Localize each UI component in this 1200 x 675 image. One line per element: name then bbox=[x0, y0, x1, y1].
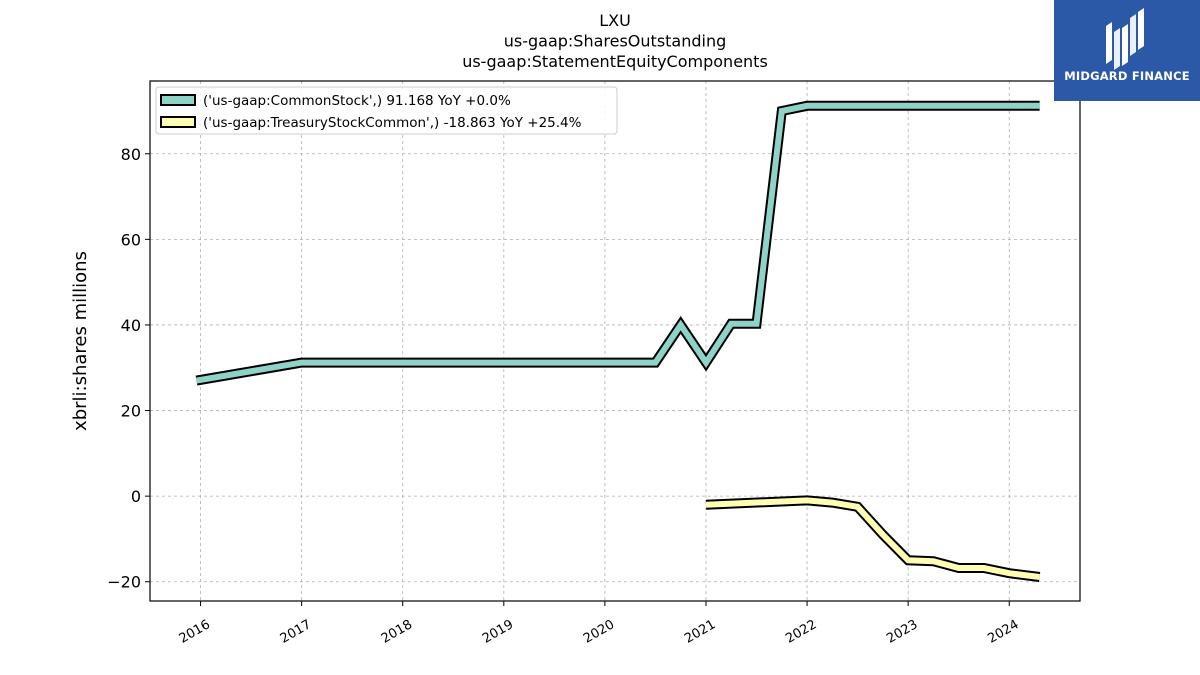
y-axis-ticks: −20 0 20 40 60 80 bbox=[107, 145, 150, 592]
series-line bbox=[195, 102, 1040, 384]
x-axis-ticks: 2016 2017 2018 2019 2020 2021 2022 2023 2024 bbox=[177, 601, 1022, 647]
legend: ('us-gaap:CommonStock',) 91.168 YoY +0.0… bbox=[155, 86, 618, 135]
x-tick-label: 2024 bbox=[985, 617, 1021, 647]
y-tick-label: −20 bbox=[107, 573, 141, 592]
axes-frame bbox=[149, 80, 1081, 602]
x-tick-label: 2017 bbox=[278, 617, 314, 647]
legend-label: ('us-gaap:TreasuryStockCommon',) -18.863… bbox=[203, 115, 582, 131]
x-tick-label: 2023 bbox=[884, 617, 920, 647]
y-tick-label: 80 bbox=[121, 145, 141, 164]
x-tick-label: 2022 bbox=[783, 617, 819, 647]
series-lines bbox=[195, 100, 1041, 582]
legend-box bbox=[155, 86, 618, 135]
brand-logo: MIDGARD FINANCE bbox=[1054, 0, 1200, 101]
grid bbox=[150, 81, 1080, 601]
legend-label: ('us-gaap:CommonStock',) 91.168 YoY +0.0… bbox=[203, 93, 511, 109]
logo-text: MIDGARD FINANCE bbox=[1064, 69, 1190, 83]
y-tick-label: 20 bbox=[121, 402, 141, 421]
legend-swatch bbox=[160, 116, 196, 128]
x-tick-label: 2019 bbox=[480, 617, 516, 647]
x-tick-label: 2021 bbox=[682, 617, 718, 647]
chart-title: LXU us-gaap:SharesOutstandingus-gaap:Stat… bbox=[462, 11, 768, 71]
x-tick-label: 2018 bbox=[379, 617, 415, 647]
series-line-outline bbox=[195, 100, 1040, 386]
y-tick-label: 40 bbox=[121, 316, 141, 335]
legend-swatch bbox=[160, 94, 196, 106]
y-tick-label: 0 bbox=[131, 487, 141, 506]
y-tick-label: 60 bbox=[121, 230, 141, 249]
logo-mark-icon bbox=[1106, 8, 1144, 70]
series-line-outline bbox=[705, 495, 1041, 582]
x-tick-label: 2020 bbox=[581, 617, 617, 647]
title-line: us-gaap:SharesOutstanding bbox=[504, 32, 727, 51]
y-axis-label: xbrli:shares millions bbox=[70, 251, 91, 431]
title-line: us-gaap:StatementEquityComponents bbox=[462, 52, 768, 71]
series-line bbox=[705, 497, 1040, 580]
x-tick-label: 2016 bbox=[177, 617, 213, 647]
title-line: LXU bbox=[599, 11, 631, 30]
